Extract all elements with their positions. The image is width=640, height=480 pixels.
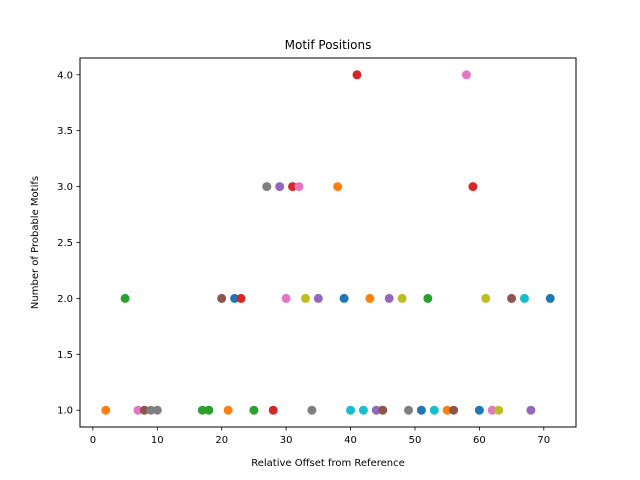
y-axis-label: Number of Probable Motifs	[30, 176, 41, 309]
data-point	[449, 405, 459, 415]
data-point	[461, 70, 471, 80]
data-point	[120, 293, 130, 303]
points-layer	[101, 70, 555, 415]
x-tick-label: 60	[473, 435, 486, 446]
data-point	[416, 405, 426, 415]
ticks-layer: 0 10 20 30 40 50 60 70 1.0 1.5 2.0 2.5 3.0 3.5 4.0	[57, 70, 550, 446]
y-tick-label: 3.5	[57, 126, 73, 137]
data-point	[300, 293, 310, 303]
data-point	[223, 405, 233, 415]
data-point	[262, 182, 272, 192]
data-point	[346, 405, 356, 415]
data-point	[378, 405, 388, 415]
x-tick-label: 20	[215, 435, 228, 446]
y-tick-label: 4.0	[57, 70, 73, 81]
data-point	[275, 182, 285, 192]
data-point	[268, 405, 278, 415]
x-tick-label: 0	[90, 435, 96, 446]
data-point	[204, 405, 214, 415]
data-point	[307, 405, 317, 415]
data-point	[152, 405, 162, 415]
data-point	[249, 405, 259, 415]
data-point	[313, 293, 323, 303]
data-point	[423, 293, 433, 303]
data-point	[139, 405, 149, 415]
y-tick-label: 2.0	[57, 294, 73, 305]
data-point	[358, 405, 368, 415]
x-tick-label: 10	[151, 435, 164, 446]
data-point	[545, 293, 555, 303]
x-tick-label: 30	[280, 435, 293, 446]
data-point	[384, 293, 394, 303]
data-point	[526, 405, 536, 415]
x-tick-label: 70	[537, 435, 550, 446]
data-point	[494, 405, 504, 415]
data-point	[333, 182, 343, 192]
data-point	[519, 293, 529, 303]
y-tick-label: 1.5	[57, 350, 73, 361]
x-tick-label: 40	[344, 435, 357, 446]
data-point	[101, 405, 111, 415]
data-point	[133, 405, 143, 415]
y-tick-label: 3.0	[57, 182, 73, 193]
data-point	[481, 293, 491, 303]
data-point	[371, 405, 381, 415]
data-point	[429, 405, 439, 415]
data-point	[404, 405, 414, 415]
data-point	[230, 293, 240, 303]
data-point	[468, 182, 478, 192]
x-tick-label: 50	[409, 435, 422, 446]
plot-frame	[79, 57, 577, 428]
data-point	[365, 293, 375, 303]
data-point	[294, 182, 304, 192]
data-point	[487, 405, 497, 415]
y-tick-label: 2.5	[57, 238, 73, 249]
data-point	[339, 293, 349, 303]
y-tick-label: 1.0	[57, 406, 73, 417]
data-point	[288, 182, 298, 192]
data-point	[474, 405, 484, 415]
data-point	[146, 405, 156, 415]
data-point	[197, 405, 207, 415]
data-point	[236, 293, 246, 303]
data-point	[217, 293, 227, 303]
data-point	[281, 293, 291, 303]
data-point	[442, 405, 452, 415]
x-axis-label: Relative Offset from Reference	[251, 458, 405, 469]
data-point	[352, 70, 362, 80]
chart-title: Motif Positions	[285, 38, 372, 52]
data-point	[397, 293, 407, 303]
data-point	[507, 293, 517, 303]
